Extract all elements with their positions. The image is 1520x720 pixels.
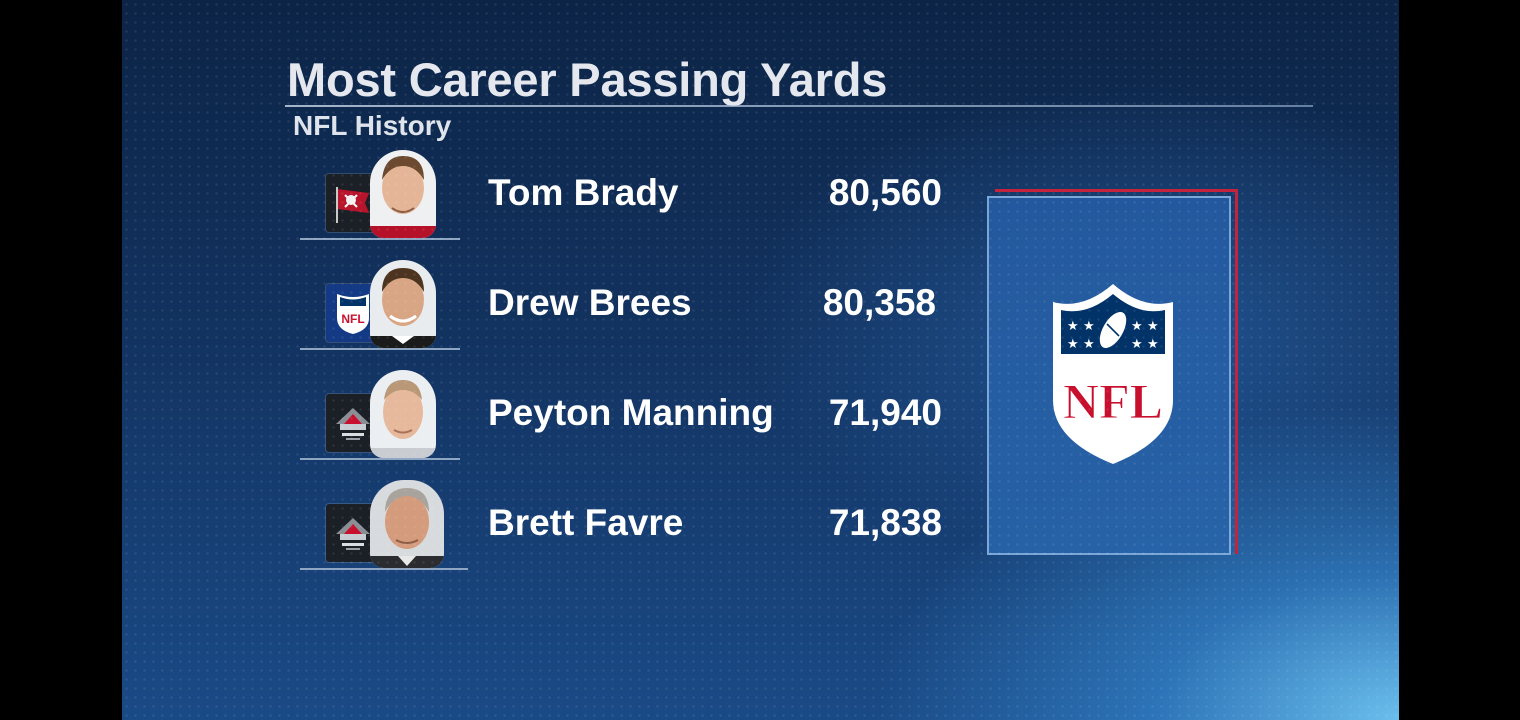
- leader-row: Tom Brady 80,560: [300, 148, 950, 258]
- player-name: Peyton Manning: [488, 392, 774, 433]
- player-name: Drew Brees: [488, 282, 692, 323]
- svg-text:★: ★: [1083, 337, 1095, 352]
- nfl-logo-text: NFL: [1063, 373, 1163, 429]
- leader-row: Peyton Manning 71,940: [300, 368, 950, 478]
- player-thumbnail: [300, 368, 468, 460]
- nfl-shield-icon: ★ ★ ★ ★ ★ ★ ★ ★ NFL: [1043, 280, 1183, 466]
- panel-accent-frame: [995, 189, 1238, 554]
- graphic-subtitle: NFL History: [293, 110, 452, 141]
- player-name: Tom Brady: [488, 172, 679, 213]
- row-underline: [300, 348, 460, 350]
- player-headshot: [370, 260, 436, 348]
- passing-yards: 80,358: [822, 282, 936, 323]
- svg-text:NFL: NFL: [341, 312, 364, 326]
- leader-row: Brett Favre 71,838: [300, 478, 950, 588]
- passing-yards: 71,940: [828, 392, 942, 433]
- player-headshot: [370, 150, 436, 238]
- svg-text:★: ★: [1083, 319, 1095, 334]
- svg-text:★: ★: [1131, 337, 1143, 352]
- row-underline: [300, 238, 460, 240]
- title-divider: [285, 105, 1313, 107]
- graphic-title: Most Career Passing Yards: [287, 53, 888, 106]
- passing-yards: 71,838: [828, 502, 942, 543]
- svg-text:★: ★: [1067, 337, 1079, 352]
- svg-text:★: ★: [1067, 319, 1079, 334]
- player-thumbnail: [300, 478, 468, 570]
- row-underline: [300, 568, 468, 570]
- svg-text:★: ★: [1147, 319, 1159, 334]
- player-name: Brett Favre: [488, 502, 684, 543]
- svg-text:★: ★: [1131, 319, 1143, 334]
- svg-text:★: ★: [1147, 337, 1159, 352]
- passing-yards: 80,560: [828, 172, 942, 213]
- graphic-stage: Most Career Passing Yards NFL History: [122, 0, 1399, 720]
- row-underline: [300, 458, 460, 460]
- player-thumbnail: NFL: [300, 258, 468, 350]
- player-thumbnail: [300, 148, 468, 240]
- leader-row: NFL Drew Brees 80,358: [300, 258, 950, 368]
- player-headshot: [370, 480, 444, 568]
- player-headshot: [370, 370, 436, 458]
